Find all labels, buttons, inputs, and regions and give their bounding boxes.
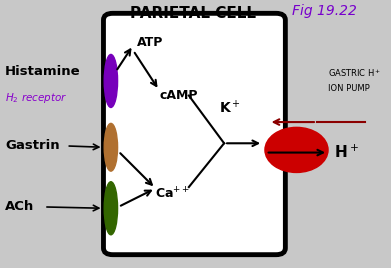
Ellipse shape <box>104 54 118 107</box>
Text: PARIETAL CELL: PARIETAL CELL <box>129 6 256 21</box>
Text: ATP: ATP <box>137 36 163 49</box>
Text: Gastrin: Gastrin <box>5 139 60 152</box>
Text: GASTRIC H$^+$: GASTRIC H$^+$ <box>328 67 382 79</box>
Text: H$_2$ receptor: H$_2$ receptor <box>5 91 68 105</box>
Text: Histamine: Histamine <box>5 65 81 78</box>
Text: ACh: ACh <box>5 200 34 213</box>
Ellipse shape <box>104 123 118 171</box>
Text: H$^+$: H$^+$ <box>334 144 359 161</box>
Circle shape <box>265 127 328 172</box>
Text: cAMP: cAMP <box>159 89 197 102</box>
Text: K$^+$: K$^+$ <box>219 99 240 116</box>
Text: Fig 19.22: Fig 19.22 <box>292 4 357 18</box>
Text: Ca$^{++}$: Ca$^{++}$ <box>156 186 190 201</box>
Text: ION PUMP: ION PUMP <box>328 84 370 94</box>
Ellipse shape <box>104 182 118 235</box>
FancyBboxPatch shape <box>104 13 285 255</box>
